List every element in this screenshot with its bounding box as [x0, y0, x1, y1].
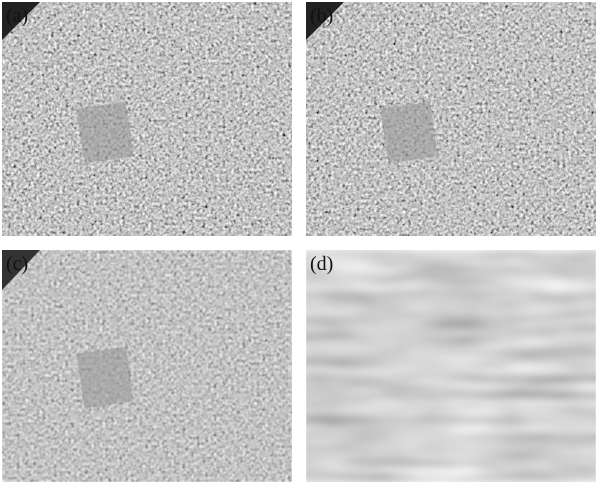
panel-b: (b) [306, 2, 596, 236]
aerial-image [306, 2, 596, 236]
blurred-image [306, 250, 596, 482]
figure: (a) (b) (c) (d) [0, 0, 598, 484]
field [76, 102, 133, 163]
panel-label: (a) [6, 5, 28, 27]
field [380, 102, 437, 163]
panel-d: (d) [306, 250, 596, 482]
panel-c: (c) [2, 250, 292, 482]
panel-a: (a) [2, 2, 292, 236]
aerial-image [2, 2, 292, 236]
panel-label: (c) [6, 253, 28, 275]
panel-label: (d) [310, 253, 333, 275]
aerial-image [2, 250, 292, 482]
panel-label: (b) [310, 5, 333, 27]
field [76, 347, 133, 408]
